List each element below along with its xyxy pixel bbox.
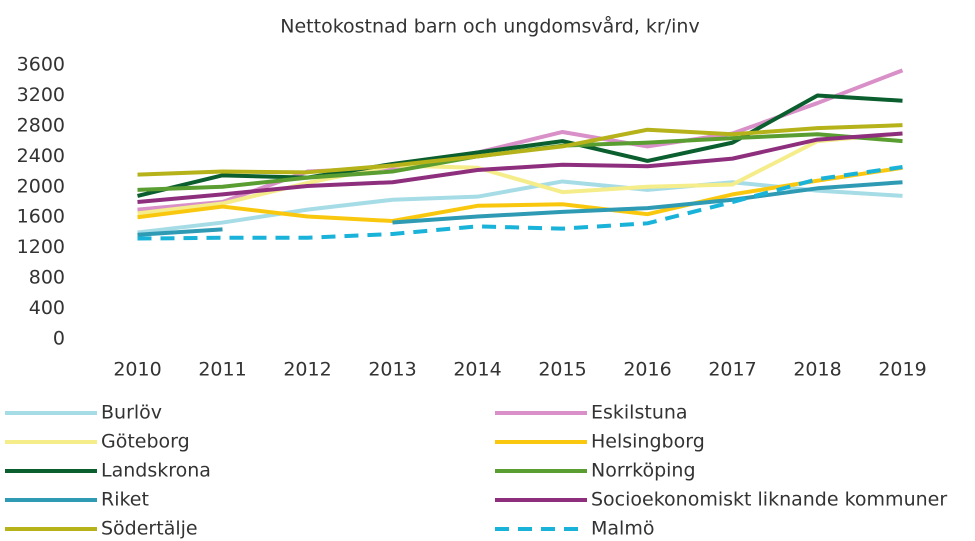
y-tick-label: 1600 [17,206,65,228]
chart-title: Nettokostnad barn och ungdomsvård, kr/in… [280,15,699,38]
x-tick-label: 2015 [538,359,586,381]
legend-label: Södertälje [101,518,198,540]
y-tick-label: 3600 [17,54,65,76]
legend-label: Riket [101,489,149,511]
legend-label: Norrköping [591,460,696,482]
x-tick-label: 2012 [283,359,331,381]
y-tick-label: 800 [29,267,65,289]
legend-label: Burlöv [101,402,162,424]
series-line [137,131,903,216]
y-tick-label: 2000 [17,175,65,197]
series-line [137,165,903,241]
legend-label: Eskilstuna [591,402,688,424]
x-tick-label: 2011 [198,359,246,381]
series-line [137,180,903,237]
series-line [137,123,903,177]
legend-label: Landskrona [101,460,211,482]
legend-label: Socioekonomiskt liknande kommuner [591,489,947,511]
x-tick-label: 2019 [878,359,926,381]
y-tick-label: 0 [53,328,65,350]
x-tick-label: 2014 [453,359,501,381]
series-line [137,131,903,204]
x-tick-label: 2013 [368,359,416,381]
legend-label: Göteborg [101,431,190,453]
y-tick-label: 3200 [17,84,65,106]
y-tick-label: 2800 [17,114,65,136]
legend-label: Malmö [591,518,654,540]
x-tick-label: 2017 [708,359,756,381]
y-tick-label: 2400 [17,145,65,167]
legend-label: Helsingborg [591,431,705,453]
y-tick-label: 1200 [17,236,65,258]
series-line [137,93,903,198]
x-tick-label: 2016 [623,359,671,381]
series-line [137,165,903,224]
x-tick-label: 2018 [793,359,841,381]
y-tick-label: 400 [29,297,65,319]
x-tick-label: 2010 [113,359,161,381]
